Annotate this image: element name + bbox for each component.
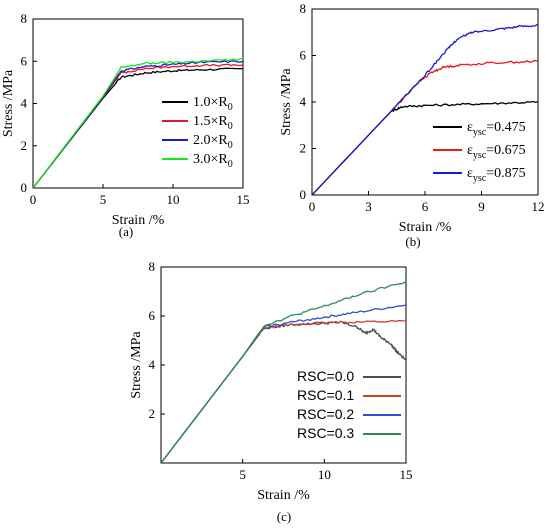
- panel-caption: (a): [119, 224, 133, 239]
- chart-panel-1: 0 5 10 15 0 2 4 6 8 Strain /% Stress /MPa 1.0×R01.5…: [1, 11, 250, 239]
- x-axis-label: Strain /%: [257, 488, 310, 503]
- series-line: [161, 304, 406, 463]
- legend-label: εysc=0.475: [467, 120, 526, 138]
- legend: 1.0×R01.5×R02.0×R03.0×R0: [162, 95, 233, 170]
- series-line: [161, 320, 406, 463]
- y-tick-label: 0: [21, 180, 28, 195]
- y-axis-label: Stress /MPa: [129, 331, 144, 399]
- legend-label: RSC=0.2: [297, 406, 354, 422]
- y-tick-label: 8: [300, 1, 307, 16]
- y-tick-label: 8: [149, 259, 156, 274]
- x-tick-label: 6: [422, 199, 429, 214]
- legend-label: εysc=0.875: [467, 166, 526, 184]
- series-line: [33, 57, 243, 188]
- series-line: [161, 319, 406, 463]
- x-tick-label: 5: [239, 467, 246, 482]
- legend: εysc=0.475 εysc=0.675 εysc=0.875: [433, 120, 526, 184]
- y-tick-label: 2: [300, 141, 307, 156]
- series-line: [161, 281, 406, 463]
- x-tick-label: 15: [237, 192, 250, 207]
- x-tick-label: 5: [100, 192, 107, 207]
- x-tick-label: 15: [400, 467, 413, 482]
- legend-label: 2.0×R0: [193, 133, 233, 151]
- x-axis-label: Strain /%: [112, 213, 165, 228]
- y-tick-label: 4: [149, 357, 156, 372]
- legend-label: RSC=0.0: [297, 368, 354, 384]
- chart-panel-2: 0 3 6 9 12 0 2 4 6 8 Strain /% Stress /MPa εysc=0.47…: [279, 1, 545, 249]
- x-tick-label: 3: [365, 199, 372, 214]
- legend: RSC=0.0 RSC=0.1 RSC=0.2 RSC=0.3: [297, 368, 401, 441]
- legend-label: 1.5×R0: [193, 114, 233, 132]
- y-tick-label: 2: [21, 138, 28, 153]
- x-axis-label: Strain /%: [399, 220, 452, 235]
- legend-label: RSC=0.1: [297, 387, 354, 403]
- x-tick-label: 0: [30, 192, 37, 207]
- x-tick-label: 12: [532, 199, 545, 214]
- panel-caption: (c): [277, 509, 291, 524]
- y-tick-label: 8: [21, 11, 28, 26]
- y-tick-label: 4: [21, 96, 28, 111]
- x-tick-label: 9: [478, 199, 485, 214]
- x-tick-label: 10: [318, 467, 331, 482]
- y-tick-label: 6: [21, 53, 28, 68]
- y-tick-label: 4: [300, 94, 307, 109]
- panel-caption: (b): [405, 234, 420, 249]
- y-tick-label: 2: [149, 406, 156, 421]
- y-tick-label: 6: [149, 308, 156, 323]
- x-tick-label: 0: [309, 199, 316, 214]
- x-tick-label: 10: [167, 192, 180, 207]
- legend-label: εysc=0.675: [467, 143, 526, 161]
- y-axis-label: Stress /MPa: [1, 69, 16, 137]
- y-axis-label: Stress /MPa: [279, 68, 294, 136]
- y-tick-label: 0: [300, 187, 307, 202]
- legend-label: RSC=0.3: [297, 425, 354, 441]
- legend-label: 3.0×R0: [193, 152, 233, 170]
- legend-label: 1.0×R0: [193, 95, 233, 113]
- y-tick-label: 6: [300, 48, 307, 63]
- series-line: [312, 23, 538, 195]
